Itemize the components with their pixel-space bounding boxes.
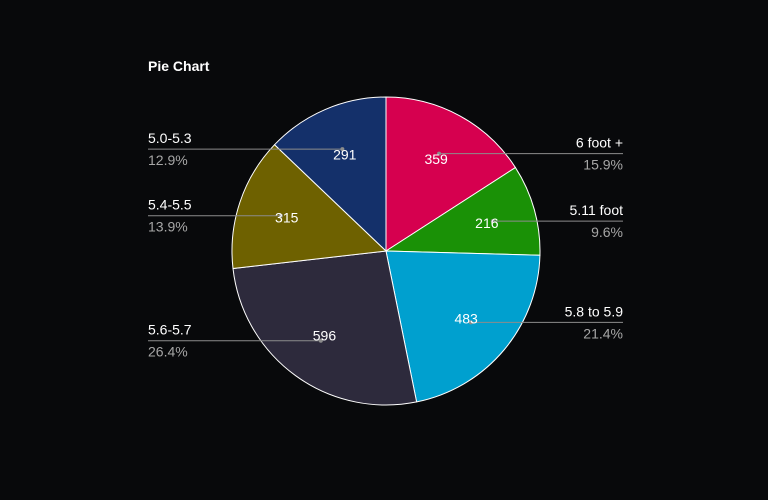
leader-dot-6-foot — [437, 151, 442, 156]
slice-value-label-5-0-5-3: 291 — [333, 147, 357, 163]
category-label-5-0-5-3: 5.0-5.3 — [148, 130, 192, 146]
leaders-layer — [148, 147, 623, 343]
slice-value-label-6-foot: 359 — [424, 151, 448, 167]
category-label-6-foot: 6 foot + — [576, 135, 623, 151]
leader-dot-5-11-foot — [490, 219, 495, 224]
pie-slice-6-foot — [385, 96, 517, 252]
category-label-5-8-to-5-9: 5.8 to 5.9 — [565, 303, 624, 319]
leader-dot-5-4-5-5 — [278, 213, 283, 218]
pie-slice-5-0-5-3 — [273, 96, 387, 253]
pie-slice-5-8-to-5-9 — [385, 250, 541, 403]
category-label-5-11-foot: 5.11 foot — [570, 202, 624, 218]
percent-label-5-8-to-5-9: 21.4% — [583, 325, 623, 341]
slice-value-label-5-6-5-7: 596 — [313, 328, 337, 344]
percent-label-5-11-foot: 9.6% — [591, 224, 623, 240]
percent-label-6-foot: 15.9% — [583, 157, 623, 173]
category-label-5-6-5-7: 5.6-5.7 — [148, 322, 192, 338]
leader-dot-5-6-5-7 — [318, 338, 323, 343]
percent-label-5-4-5-5: 13.9% — [148, 219, 188, 235]
pie-slice-5-4-5-5 — [231, 144, 388, 270]
pie-slice-5-6-5-7 — [232, 250, 418, 406]
leader-dot-5-0-5-3 — [340, 147, 345, 152]
category-label-5-4-5-5: 5.4-5.5 — [148, 197, 192, 213]
pie-slice-5-11-foot — [384, 166, 541, 256]
chart-title: Pie Chart — [148, 58, 210, 74]
slices-layer — [231, 96, 541, 406]
slice-value-label-5-4-5-5: 315 — [275, 210, 299, 226]
slice-value-label-5-11-foot: 216 — [475, 215, 499, 231]
leader-dot-5-8-to-5-9 — [468, 320, 473, 325]
slice-value-label-5-8-to-5-9: 483 — [454, 310, 478, 326]
percent-label-5-0-5-3: 12.9% — [148, 152, 188, 168]
labels-layer: 359 6 foot + 15.9% 216 5.11 foot 9.6% 483 5.8 t… — [148, 130, 623, 360]
percent-label-5-6-5-7: 26.4% — [148, 344, 188, 360]
